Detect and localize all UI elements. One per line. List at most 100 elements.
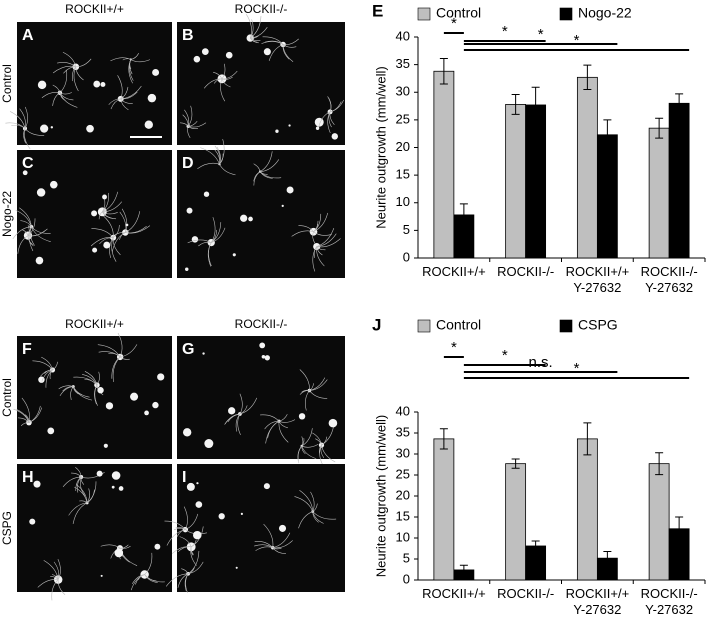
significance-label: * (574, 32, 580, 49)
neurite (68, 502, 88, 516)
neurite (20, 422, 29, 426)
neurite (313, 220, 319, 232)
neurite (260, 151, 273, 172)
cell-body (286, 186, 294, 194)
y-tick-label: 0 (403, 249, 410, 264)
neurite (239, 397, 258, 415)
neurite (179, 122, 189, 127)
cell-body (298, 413, 306, 420)
y-tick-label: 35 (396, 424, 410, 439)
neurite (187, 550, 200, 575)
significance-label: n.s. (529, 354, 553, 371)
neurite (207, 242, 212, 267)
neurite (57, 579, 66, 595)
neurite (301, 445, 317, 459)
cell-body (103, 443, 108, 448)
cell-body (86, 124, 94, 133)
neurite (86, 488, 90, 504)
neurite (24, 128, 45, 136)
neurite (120, 98, 133, 104)
neurite (184, 109, 190, 127)
neurite (86, 489, 95, 504)
neurite (130, 53, 140, 60)
neurite (187, 126, 199, 129)
neurite (210, 217, 216, 243)
neurite (198, 241, 212, 247)
bar (576, 438, 598, 581)
neurite (52, 84, 61, 93)
neurite (181, 568, 189, 574)
cell-body (240, 512, 243, 515)
column-label: ROCKII-/- (235, 317, 288, 331)
y-tick-label: 20 (396, 139, 410, 154)
x-tick-label: ROCKII+/+ Y-27632 (565, 586, 630, 617)
panel-letter: G (182, 341, 194, 358)
neurite (312, 511, 324, 524)
error-bar (511, 458, 520, 469)
neurite (320, 445, 325, 458)
neurite (316, 246, 325, 267)
neurite (177, 546, 192, 553)
neurite (254, 544, 273, 548)
neurite (27, 235, 33, 245)
neurite (144, 574, 157, 582)
row-label: Nogo-22 (0, 191, 14, 237)
neurite (291, 230, 314, 237)
neurite (221, 70, 238, 80)
legend-label: Nogo-22 (578, 5, 632, 21)
neurite (119, 545, 131, 549)
neurite (72, 66, 77, 82)
neurite (57, 559, 61, 580)
error-bar (459, 564, 468, 576)
neurite (316, 246, 326, 251)
neurite (31, 226, 51, 242)
bar (648, 463, 670, 581)
significance-label: * (574, 360, 580, 377)
neurite (120, 85, 142, 100)
column-label: ROCKII+/+ (65, 317, 124, 331)
neurite (108, 98, 121, 105)
cell-body (102, 194, 107, 200)
neurite (125, 226, 147, 234)
neurite (299, 369, 310, 391)
legend-swatch (559, 319, 573, 333)
cell-body (92, 247, 98, 253)
neurite (200, 147, 220, 165)
neurite (117, 332, 123, 358)
neurite (164, 520, 186, 530)
neurite (188, 122, 207, 128)
neurite (329, 111, 335, 125)
error-bar (459, 203, 468, 227)
cell-body (195, 501, 203, 508)
neurite (59, 92, 66, 101)
cell-body (93, 80, 101, 88)
bar (433, 438, 455, 581)
neurite (91, 228, 114, 238)
neurite (129, 59, 133, 75)
neurite (102, 211, 118, 215)
neurite (110, 547, 121, 559)
neurite (250, 16, 262, 39)
neurite (59, 69, 68, 94)
neurite (52, 65, 76, 74)
neurite (272, 540, 293, 549)
neurite (41, 369, 53, 382)
neurite (179, 536, 192, 547)
y-tick-label: 15 (396, 167, 410, 182)
neurite (49, 369, 53, 379)
error-bar (531, 86, 540, 124)
x-tick-label: ROCKII+/+ (422, 264, 486, 279)
error-bar (603, 550, 612, 566)
cell-body (204, 439, 214, 449)
cell-body (144, 410, 149, 416)
neurite (41, 356, 53, 370)
neurite (250, 35, 259, 39)
cell-body (202, 352, 205, 355)
neurite (27, 230, 46, 237)
neurite (187, 126, 191, 139)
neurite (100, 544, 121, 549)
neurite (166, 529, 186, 546)
y-tick-label: 15 (396, 508, 410, 523)
